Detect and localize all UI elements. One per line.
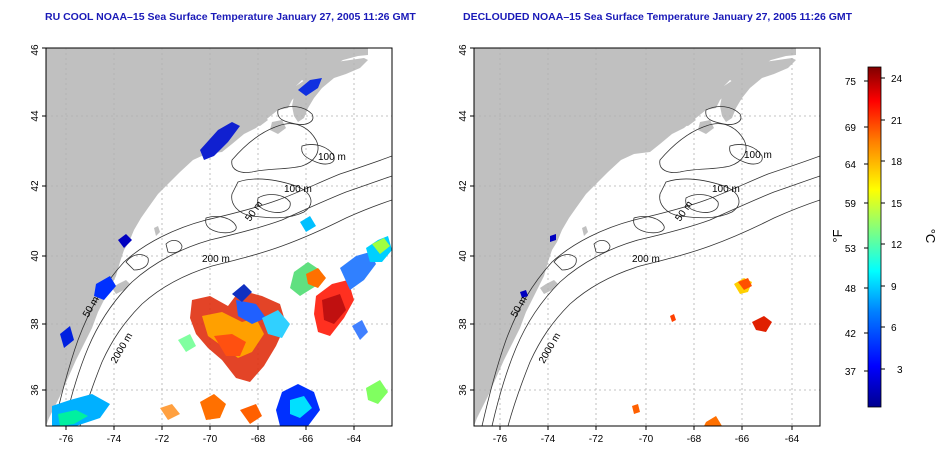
svg-text:-74: -74 [541,434,556,445]
fahrenheit-label: °F [830,229,845,242]
svg-text:15: 15 [891,199,903,210]
svg-text:38: 38 [30,318,41,330]
svg-text:-64: -64 [785,434,800,445]
svg-text:200 m: 200 m [202,254,230,265]
celsius-label: °C [923,229,938,244]
svg-text:46: 46 [30,44,41,56]
svg-text:100 m: 100 m [744,150,772,161]
svg-text:75: 75 [845,77,857,88]
svg-text:-68: -68 [251,434,266,445]
svg-text:-66: -66 [299,434,314,445]
svg-text:37: 37 [845,367,857,378]
svg-text:36: 36 [458,384,469,396]
left-map-title: RU COOL NOAA–15 Sea Surface Temperature … [45,11,416,23]
left-map-frame [45,47,393,427]
right-y-axis: 36 38 40 42 44 46 [458,44,474,396]
svg-text:-66: -66 [735,434,750,445]
colorbar-gradient [867,66,882,408]
fahrenheit-ticks: 75 69 64 59 53 48 42 37 [845,77,857,378]
svg-text:48: 48 [845,284,857,295]
svg-text:6: 6 [891,323,897,334]
left-y-axis: 36 38 40 42 44 46 [30,44,46,396]
svg-text:-70: -70 [639,434,654,445]
svg-text:42: 42 [458,180,469,192]
svg-text:3: 3 [897,365,903,376]
svg-text:40: 40 [458,250,469,262]
celsius-ticks: 24 21 18 15 12 9 6 3 [891,74,903,376]
svg-text:-70: -70 [203,434,218,445]
svg-text:12: 12 [891,240,903,251]
svg-text:42: 42 [845,329,857,340]
svg-text:-74: -74 [107,434,122,445]
left-sst-patches [52,78,392,426]
svg-text:18: 18 [891,157,903,168]
svg-text:100 m: 100 m [318,152,346,163]
svg-text:38: 38 [458,318,469,330]
svg-text:-72: -72 [589,434,604,445]
svg-text:69: 69 [845,123,857,134]
temperature-colorbar: 75 69 64 59 53 48 42 37 24 21 18 15 12 9 [830,66,938,408]
svg-text:-76: -76 [59,434,74,445]
svg-text:9: 9 [891,282,897,293]
svg-text:-72: -72 [155,434,170,445]
svg-text:53: 53 [845,244,857,255]
svg-text:-76: -76 [493,434,508,445]
right-map-frame [473,47,821,427]
svg-text:100 m: 100 m [712,184,740,195]
svg-text:46: 46 [458,44,469,56]
right-map-panel: 100 m 100 m 50 m 200 m 50 m 2000 m -76 -… [458,44,821,445]
left-map-panel: 100 m 100 m 50 m 200 m 50 m 2000 m -76 -… [30,44,393,445]
svg-text:100 m: 100 m [284,184,312,195]
svg-text:-64: -64 [347,434,362,445]
right-gridlines [474,48,820,426]
svg-text:44: 44 [30,110,41,122]
svg-text:44: 44 [458,110,469,122]
svg-text:42: 42 [30,180,41,192]
left-x-axis: -76 -74 -72 -70 -68 -66 -64 [59,426,362,445]
right-map-title: DECLOUDED NOAA–15 Sea Surface Temperatur… [463,11,853,23]
right-x-axis: -76 -74 -72 -70 -68 -66 -64 [493,426,800,445]
svg-text:64: 64 [845,160,857,171]
svg-text:200 m: 200 m [632,254,660,265]
svg-text:24: 24 [891,74,903,85]
svg-text:-68: -68 [687,434,702,445]
svg-text:21: 21 [891,116,903,127]
svg-text:40: 40 [30,250,41,262]
svg-text:36: 36 [30,384,41,396]
svg-text:59: 59 [845,199,857,210]
right-sst-patches [520,234,772,426]
